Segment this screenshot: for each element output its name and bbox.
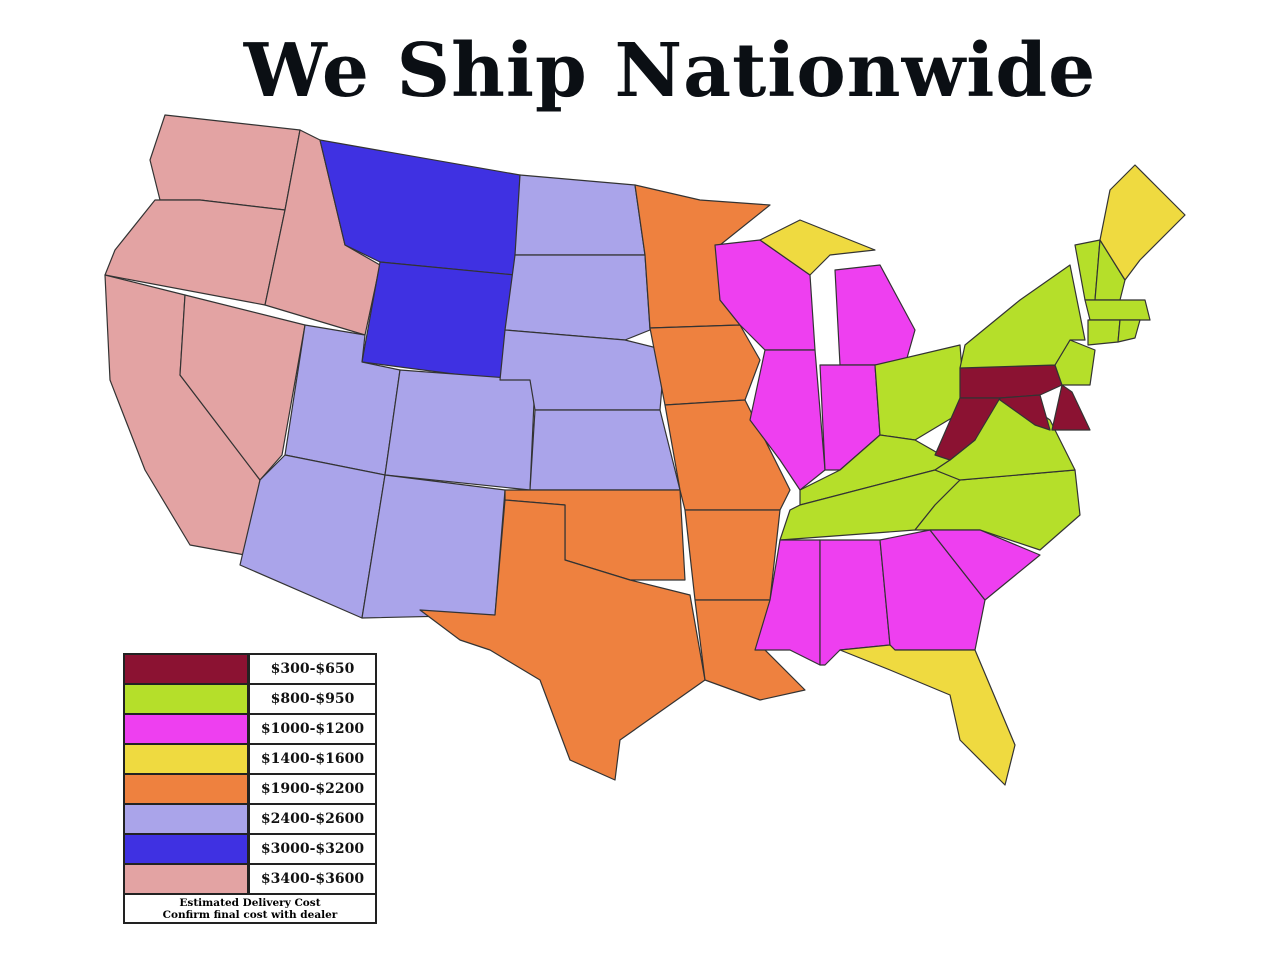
state-nm: [361, 474, 506, 619]
legend-row: $3400-$3600: [125, 865, 375, 893]
state-md: [999, 394, 1051, 431]
legend-label: $2400-$2600: [250, 805, 375, 833]
legend-label: $800-$950: [250, 685, 375, 713]
legend-swatch: [125, 655, 247, 683]
state-tx: [419, 499, 706, 781]
legend-label: $3000-$3200: [250, 835, 375, 863]
state-de: [1051, 384, 1091, 431]
state-co: [384, 369, 536, 491]
legend: $300-$650 $800-$950 $1000-$1200 $1400-$1600…: [123, 653, 377, 924]
state-nd: [514, 174, 646, 256]
state-fl: [839, 644, 1016, 786]
legend-row: $1000-$1200: [125, 715, 375, 743]
state-wv: [934, 397, 1001, 461]
state-oh: [874, 344, 966, 441]
state-ct: [1087, 319, 1121, 346]
state-nv: [179, 294, 306, 481]
legend-note-line2: Confirm final cost with dealer: [162, 909, 338, 921]
state-wy: [361, 261, 516, 381]
legend-swatch: [125, 715, 247, 743]
state-ia: [649, 324, 761, 406]
legend-label: $1900-$2200: [250, 775, 375, 803]
state-ny: [959, 264, 1086, 369]
legend-swatch: [125, 805, 247, 833]
legend-note-line1: Estimated Delivery Cost: [179, 897, 321, 909]
legend-label: $1000-$1200: [250, 715, 375, 743]
legend-label: $300-$650: [250, 655, 375, 683]
state-mi: [834, 264, 916, 366]
state-me: [1099, 164, 1186, 281]
legend-row: $300-$650: [125, 655, 375, 683]
legend-note: Estimated Delivery Cost Confirm final co…: [125, 895, 375, 922]
state-ar: [684, 509, 781, 601]
legend-row: $1400-$1600: [125, 745, 375, 773]
state-wa: [149, 114, 301, 211]
state-az: [239, 454, 386, 619]
legend-swatch: [125, 745, 247, 773]
state-pa: [959, 364, 1063, 399]
state-sd: [504, 254, 651, 341]
state-sc: [929, 529, 1041, 601]
legend-swatch: [125, 865, 247, 893]
state-ma: [1084, 299, 1151, 321]
legend-label: $3400-$3600: [250, 865, 375, 893]
state-mi-up: [759, 219, 876, 276]
legend-row: $1900-$2200: [125, 775, 375, 803]
legend-row: $3000-$3200: [125, 835, 375, 863]
state-ks: [529, 409, 681, 491]
legend-label: $1400-$1600: [250, 745, 375, 773]
legend-row: $800-$950: [125, 685, 375, 713]
page-title: We Ship Nationwide: [243, 28, 1097, 114]
legend-row: $2400-$2600: [125, 805, 375, 833]
legend-swatch: [125, 685, 247, 713]
state-ri: [1117, 319, 1141, 343]
legend-swatch: [125, 835, 247, 863]
legend-swatch: [125, 775, 247, 803]
